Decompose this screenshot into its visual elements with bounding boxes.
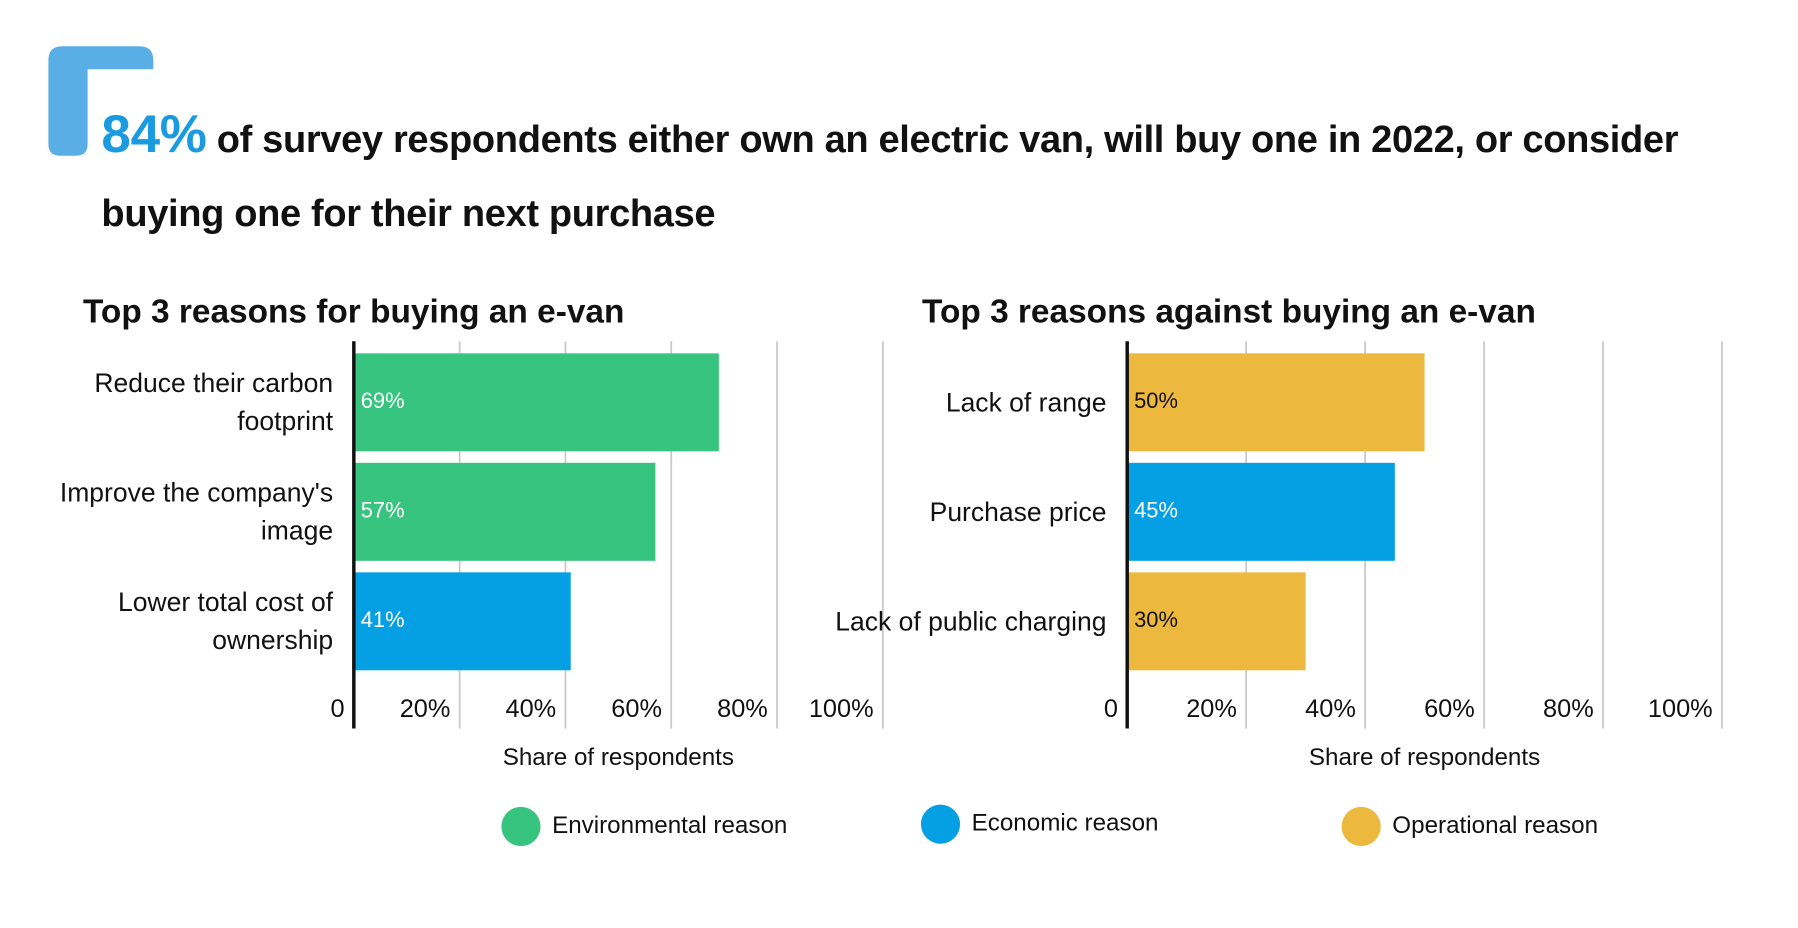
category-box: Lower total cost of ownership <box>117 586 334 655</box>
bar <box>353 572 571 671</box>
category-box: Reduce their carbon footprint <box>94 367 334 436</box>
headline-highlight: 84% <box>101 103 207 164</box>
value-label: 50% <box>1134 388 1178 413</box>
headline-box: 84% of survey respondents either own an … <box>101 97 1715 250</box>
legend-label: Operational reason <box>1392 812 1598 839</box>
x-tick-label: 40% <box>1305 695 1356 723</box>
value-label: 69% <box>361 388 405 413</box>
category-box: Purchase price <box>929 496 1107 527</box>
chart-title: Top 3 reasons for buying an e-van <box>83 293 624 330</box>
category-label: Improve the company's image <box>59 477 334 546</box>
x-tick-label: 80% <box>1543 695 1594 723</box>
bar <box>1127 353 1425 452</box>
headline: 84% of survey respondents either own an … <box>101 97 1715 250</box>
x-axis-title: Share of respondents <box>503 744 734 771</box>
headline-text: of survey respondents either own an elec… <box>101 117 1679 235</box>
category-label: Purchase price <box>929 496 1107 527</box>
category-label: Lack of range <box>945 386 1107 417</box>
category-label: Lower total cost of ownership <box>117 586 334 655</box>
x-tick-label: 40% <box>505 695 556 723</box>
bar <box>353 353 719 452</box>
x-tick-label: 80% <box>717 695 768 723</box>
value-label: 41% <box>361 607 405 632</box>
chart-title: Top 3 reasons against buying an e-van <box>922 293 1536 330</box>
x-tick-label: 20% <box>1186 695 1237 723</box>
x-tick-label: 60% <box>611 695 662 723</box>
bar <box>353 462 656 561</box>
legend-swatch <box>1341 806 1381 847</box>
category-box: Lack of range <box>945 386 1107 417</box>
value-label: 30% <box>1134 607 1178 632</box>
value-label: 45% <box>1134 498 1178 523</box>
x-tick-label: 60% <box>1424 695 1475 723</box>
legend-swatch <box>501 806 541 847</box>
x-tick-label: 100% <box>809 695 874 723</box>
bar <box>1127 462 1395 561</box>
category-box: Improve the company's image <box>59 477 334 546</box>
category-box: Lack of public charging <box>835 605 1107 636</box>
legend-label: Economic reason <box>972 810 1159 837</box>
corner-decoration <box>48 46 154 156</box>
bar <box>1127 572 1306 671</box>
category-label: Lack of public charging <box>835 605 1107 636</box>
x-axis-title: Share of respondents <box>1309 744 1540 771</box>
x-tick-label: 0 <box>1104 695 1118 723</box>
x-tick-label: 0 <box>331 695 345 723</box>
x-tick-label: 100% <box>1648 695 1713 723</box>
value-label: 57% <box>361 498 405 523</box>
legend-label: Environmental reason <box>552 812 787 839</box>
legend-swatch <box>920 804 961 844</box>
category-label: Reduce their carbon footprint <box>94 367 334 436</box>
x-tick-label: 20% <box>400 695 451 723</box>
